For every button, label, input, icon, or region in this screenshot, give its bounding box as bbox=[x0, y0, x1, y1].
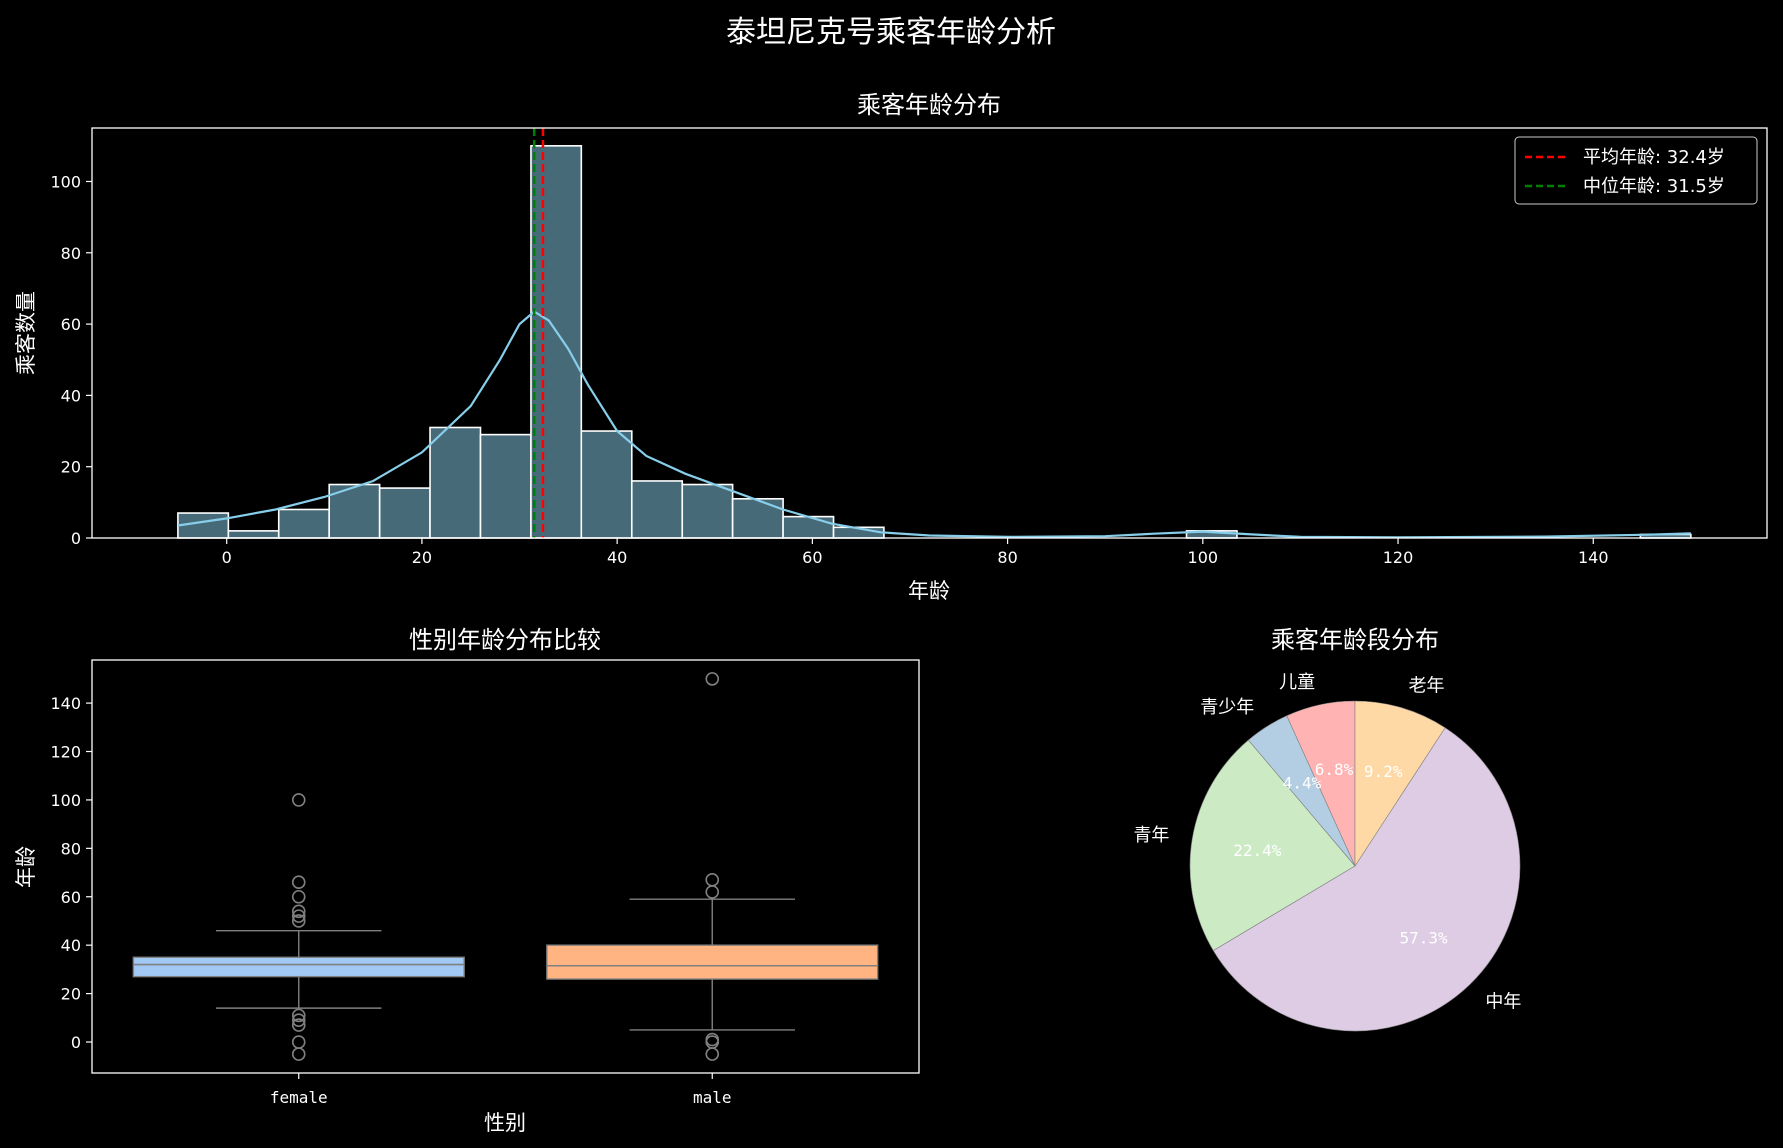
kde-curve bbox=[177, 310, 1691, 539]
histogram-y-label: 乘客数量 bbox=[14, 291, 38, 375]
outlier-point bbox=[291, 1047, 306, 1061]
pie-chart: 乘客年龄段分布 6.8% 儿童 4.4% 青少年 22.4% 青年 57.3% 中年 9.2% 老… bbox=[1133, 626, 1521, 1032]
outlier-point bbox=[291, 909, 306, 923]
histogram-bar bbox=[630, 480, 684, 539]
pie-percent-label: 9.2% bbox=[1364, 762, 1403, 781]
x-tick-label: 20 bbox=[412, 548, 432, 567]
boxplot-y-label: 年龄 bbox=[14, 846, 38, 888]
histogram-legend: 平均年龄: 32.4岁 中位年龄: 31.5岁 bbox=[1514, 136, 1758, 205]
outlier-point bbox=[291, 904, 306, 919]
x-tick-label: 60 bbox=[802, 548, 822, 567]
figure-title: 泰坦尼克号乘客年龄分析 bbox=[726, 15, 1056, 50]
histogram-bar bbox=[479, 433, 532, 539]
legend-median-label: 中位年龄: 31.5岁 bbox=[1583, 176, 1725, 197]
outlier-point bbox=[705, 1047, 720, 1061]
legend-mean-label: 平均年龄: 32.4岁 bbox=[1583, 147, 1725, 168]
histogram-frame bbox=[91, 127, 1768, 539]
y-tick-label: 40 bbox=[61, 936, 81, 955]
y-tick-label: 100 bbox=[50, 172, 81, 191]
pie-category-label: 青少年 bbox=[1200, 697, 1254, 718]
histogram-y-ticks: 0 20 40 60 80 100 bbox=[50, 172, 92, 548]
pie-slice bbox=[1189, 739, 1356, 951]
pie-labels: 6.8% 儿童 4.4% 青少年 22.4% 青年 57.3% 中年 9.2% 老年 bbox=[1133, 672, 1521, 1012]
x-tick-label: 120 bbox=[1383, 548, 1414, 567]
y-tick-label: 60 bbox=[61, 315, 81, 334]
histogram-bar bbox=[429, 426, 482, 539]
y-tick-label: 40 bbox=[61, 386, 81, 405]
histogram-bar bbox=[731, 497, 784, 539]
histogram-bar bbox=[580, 430, 633, 539]
boxplot-boxes bbox=[132, 672, 879, 1061]
histogram-bar bbox=[177, 512, 230, 539]
outlier-point bbox=[291, 793, 306, 807]
pie-slice bbox=[1212, 727, 1521, 1032]
histogram-chart: 乘客年龄分布 0 20 40 60 80 100 120 140 0 20 40 60 80 100 年… bbox=[14, 91, 1768, 603]
boxplot-frame bbox=[91, 659, 920, 1074]
pie-slices bbox=[1189, 700, 1521, 1032]
y-tick-label: 60 bbox=[61, 888, 81, 907]
box-male bbox=[546, 944, 879, 980]
outlier-point bbox=[705, 672, 720, 686]
boxplot-chart: 性别年龄分布比较 0 20 40 60 80 100 120 140 female male 性… bbox=[14, 626, 920, 1135]
histogram-x-label: 年龄 bbox=[908, 579, 950, 603]
y-tick-label: 20 bbox=[61, 458, 81, 477]
outlier-point bbox=[291, 875, 306, 890]
pie-slice bbox=[1354, 700, 1446, 868]
x-tick-label: 140 bbox=[1578, 548, 1609, 567]
x-tick-label: 100 bbox=[1188, 548, 1219, 567]
x-tick-label: 0 bbox=[222, 548, 232, 567]
reference-lines bbox=[532, 128, 545, 538]
histogram-x-ticks: 0 20 40 60 80 100 120 140 bbox=[222, 538, 1609, 567]
pie-category-label: 儿童 bbox=[1279, 672, 1315, 693]
boxplot-x-label: 性别 bbox=[484, 1111, 526, 1135]
y-tick-label: 20 bbox=[61, 985, 81, 1004]
outlier-point bbox=[291, 889, 306, 904]
pie-percent-label: 6.8% bbox=[1315, 760, 1354, 779]
outlier-point bbox=[291, 1018, 306, 1032]
pie-category-label: 老年 bbox=[1409, 676, 1445, 697]
y-tick-label: 0 bbox=[71, 529, 81, 548]
y-tick-label: 0 bbox=[71, 1033, 81, 1052]
outlier-point bbox=[291, 1013, 306, 1028]
box-female bbox=[132, 956, 465, 978]
y-tick-label: 120 bbox=[50, 743, 81, 762]
outlier-point bbox=[291, 914, 306, 928]
pie-title: 乘客年龄段分布 bbox=[1271, 626, 1439, 654]
histogram-bar bbox=[782, 515, 835, 539]
legend-box bbox=[1514, 136, 1758, 205]
pie-category-label: 中年 bbox=[1485, 992, 1521, 1013]
histogram-title: 乘客年龄分布 bbox=[857, 91, 1001, 119]
boxplot-y-ticks: 0 20 40 60 80 100 120 140 bbox=[50, 694, 92, 1052]
outlier-point bbox=[705, 885, 720, 899]
histogram-bar bbox=[378, 487, 431, 539]
x-tick-label: female bbox=[270, 1088, 328, 1107]
y-tick-label: 80 bbox=[61, 839, 81, 858]
boxplot-title: 性别年龄分布比较 bbox=[409, 626, 601, 654]
outlier-point bbox=[291, 1008, 306, 1023]
histogram-bar bbox=[227, 530, 280, 539]
y-tick-label: 100 bbox=[50, 791, 81, 810]
x-tick-label: 40 bbox=[607, 548, 627, 567]
histogram-bar bbox=[277, 508, 330, 539]
histogram-bar bbox=[530, 145, 583, 539]
boxplot-x-ticks: female male bbox=[270, 1073, 732, 1107]
pie-percent-label: 22.4% bbox=[1233, 841, 1282, 860]
y-tick-label: 140 bbox=[50, 694, 81, 713]
y-tick-label: 80 bbox=[61, 244, 81, 263]
pie-percent-label: 4.4% bbox=[1283, 773, 1322, 792]
histogram-bar bbox=[681, 483, 734, 539]
x-tick-label: 80 bbox=[997, 548, 1017, 567]
x-tick-label: male bbox=[693, 1088, 732, 1107]
pie-category-label: 青年 bbox=[1133, 825, 1169, 846]
pie-percent-label: 57.3% bbox=[1400, 928, 1449, 947]
